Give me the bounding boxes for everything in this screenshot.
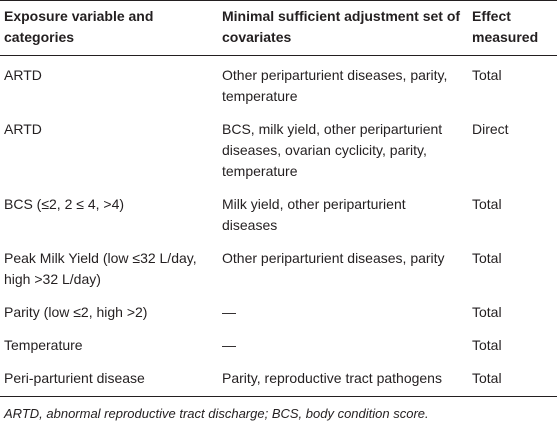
table-footnote: ARTD, abnormal reproductive tract discha… xyxy=(4,406,429,421)
cell-effect: Direct xyxy=(472,121,509,137)
table-row: BCS (≤2, 2 ≤ 4, >4) Milk yield, other pe… xyxy=(0,185,557,239)
cell-effect: Total xyxy=(472,337,502,353)
covariate-table: Exposure variable and categories Minimal… xyxy=(0,0,557,397)
table-header: Exposure variable and categories Minimal… xyxy=(0,0,557,56)
cell-effect: Total xyxy=(472,67,502,83)
table-row: ARTD Other periparturient diseases, pari… xyxy=(0,56,557,111)
header-adjustment-set: Minimal sufficient adjustment set of cov… xyxy=(218,0,468,56)
header-row: Exposure variable and categories Minimal… xyxy=(0,0,557,56)
cell-effect: Total xyxy=(472,304,502,320)
table-row: Peak Milk Yield (low ≤32 L/day, high >32… xyxy=(0,239,557,293)
cell-exposure: ARTD xyxy=(4,67,42,83)
cell-exposure: BCS (≤2, 2 ≤ 4, >4) xyxy=(4,196,125,212)
cell-covariates: BCS, milk yield, other periparturient di… xyxy=(222,121,443,179)
cell-exposure: Peri-parturient disease xyxy=(0,359,218,397)
cell-exposure: Temperature xyxy=(4,337,83,353)
cell-covariates: Other periparturient diseases, parity xyxy=(222,250,445,266)
cell-exposure: Peak Milk Yield (low ≤32 L/day, high >32… xyxy=(4,250,197,287)
cell-covariates: — xyxy=(222,337,236,353)
table-row: Temperature — Total xyxy=(0,326,557,359)
cell-covariates: Milk yield, other periparturient disease… xyxy=(222,196,406,233)
cell-exposure: Parity (low ≤2, high >2) xyxy=(4,304,148,320)
header-exposure-variable: Exposure variable and categories xyxy=(0,0,218,56)
cell-covariates: — xyxy=(222,304,236,320)
table-body: ARTD Other periparturient diseases, pari… xyxy=(0,56,557,397)
cell-effect: Total xyxy=(468,359,557,397)
table-row: ARTD BCS, milk yield, other periparturie… xyxy=(0,110,557,185)
cell-exposure: ARTD xyxy=(4,121,42,137)
cell-effect: Total xyxy=(472,196,502,212)
cell-effect: Total xyxy=(472,250,502,266)
header-effect-measured: Effect measured xyxy=(468,0,557,56)
cell-covariates: Other periparturient diseases, parity, t… xyxy=(222,67,448,104)
cell-covariates: Parity, reproductive tract pathogens xyxy=(218,359,468,397)
table-row: Peri-parturient disease Parity, reproduc… xyxy=(0,359,557,397)
table-row: Parity (low ≤2, high >2) — Total xyxy=(0,293,557,326)
